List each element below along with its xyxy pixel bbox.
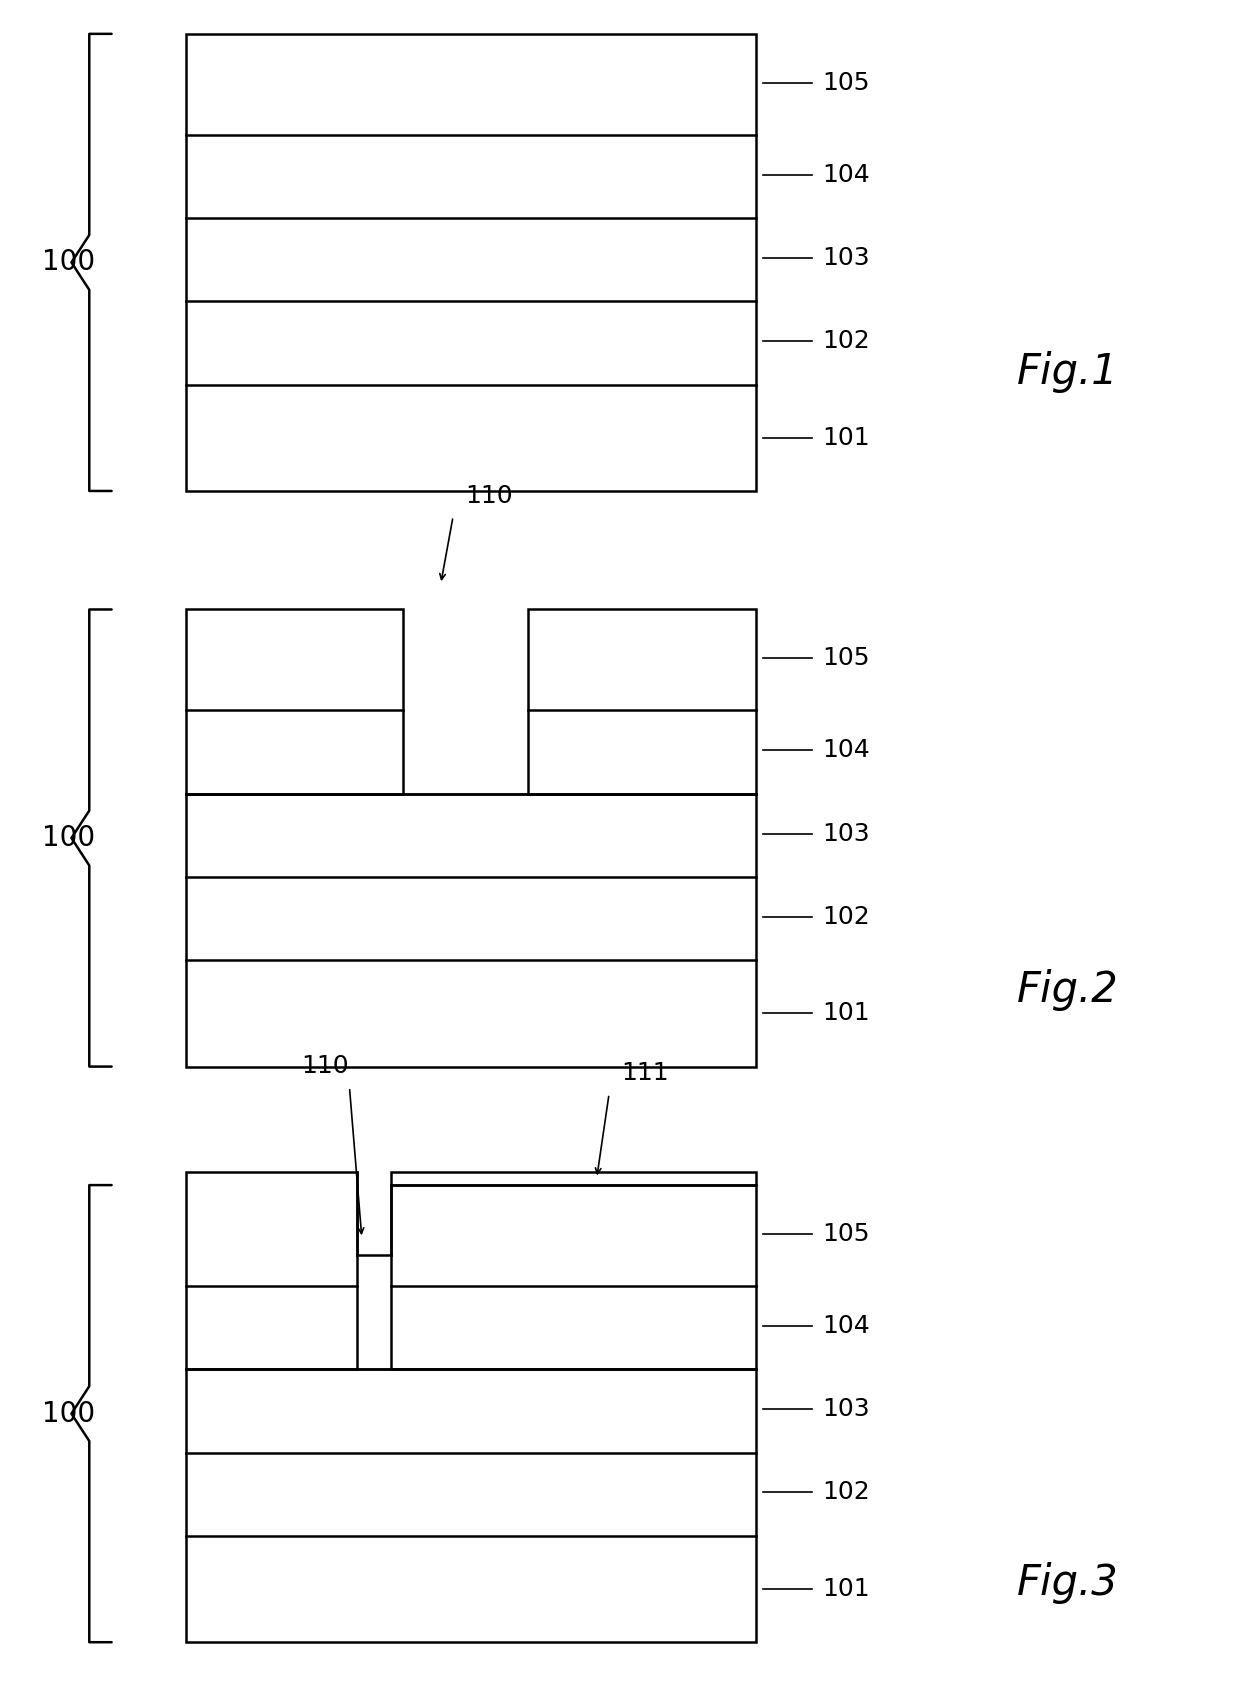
Text: 105: 105 [822,71,869,95]
Text: 102: 102 [822,328,870,354]
Bar [186,1370,756,1642]
Text: 103: 103 [822,245,869,269]
Bar [186,794,756,1067]
Text: 110: 110 [301,1055,348,1078]
Bar [392,1185,756,1370]
Text: 105: 105 [822,1222,869,1246]
Text: 101: 101 [822,1578,869,1602]
Text: 100: 100 [42,824,94,852]
Text: 100: 100 [42,249,94,276]
Text: 110: 110 [465,484,513,508]
Text: 103: 103 [822,1397,869,1420]
Text: 100: 100 [42,1400,94,1427]
Bar [186,34,756,491]
Text: 103: 103 [822,821,869,845]
Text: 105: 105 [822,647,869,670]
Text: 104: 104 [822,1314,870,1337]
Text: Fig.1: Fig.1 [1017,352,1118,393]
Text: 101: 101 [822,427,869,450]
Text: 102: 102 [822,1480,870,1505]
Text: 111: 111 [621,1062,670,1085]
Text: 104: 104 [822,163,870,186]
Bar [186,1172,357,1370]
Bar [528,609,756,794]
Text: Fig.3: Fig.3 [1017,1563,1118,1603]
Bar [392,1172,756,1185]
Bar [186,609,403,794]
Text: 104: 104 [822,738,870,762]
Text: 102: 102 [822,904,870,929]
Text: 101: 101 [822,1002,869,1026]
Text: Fig.2: Fig.2 [1017,970,1118,1011]
